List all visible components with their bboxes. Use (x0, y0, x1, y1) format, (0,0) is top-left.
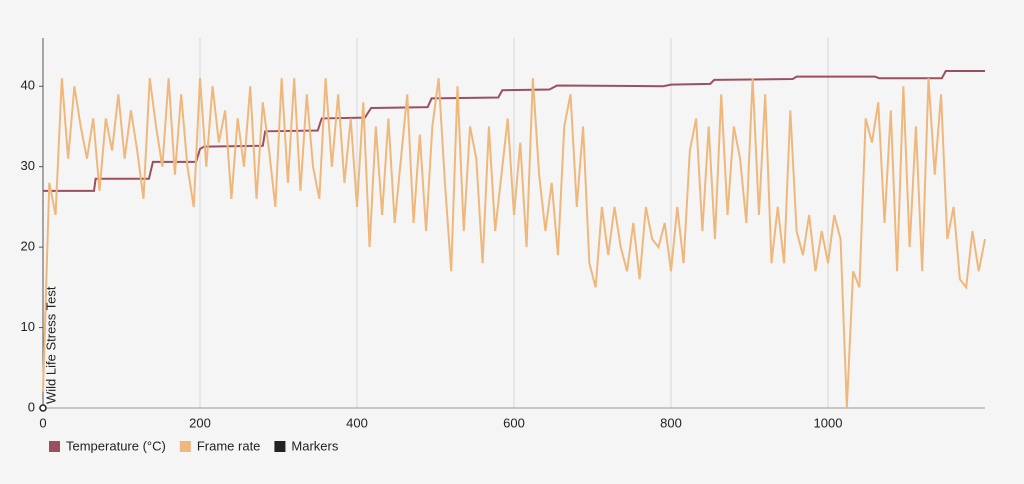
y-tick-label: 0 (28, 399, 35, 414)
y-tick-label: 40 (21, 78, 35, 93)
y-tick-label: 10 (21, 319, 35, 334)
x-tick-label: 1000 (814, 415, 843, 430)
y-tick-label: 20 (21, 239, 35, 254)
legend-swatch (49, 441, 60, 452)
marker-label: Wild Life Stress Test (43, 286, 58, 404)
x-tick-label: 0 (39, 415, 46, 430)
x-tick-label: 600 (503, 415, 525, 430)
x-tick-label: 400 (346, 415, 368, 430)
series-line (42, 78, 986, 409)
legend-label: Temperature (°C) (66, 438, 166, 453)
x-tick-label: 800 (660, 415, 682, 430)
legend-swatch (179, 441, 191, 452)
legend-label: Markers (291, 438, 338, 453)
legend-swatch (274, 441, 286, 452)
marker (39, 404, 47, 412)
y-tick-label: 30 (21, 158, 35, 173)
legend-label: Frame rate (197, 438, 261, 453)
x-tick-label: 200 (189, 415, 211, 430)
